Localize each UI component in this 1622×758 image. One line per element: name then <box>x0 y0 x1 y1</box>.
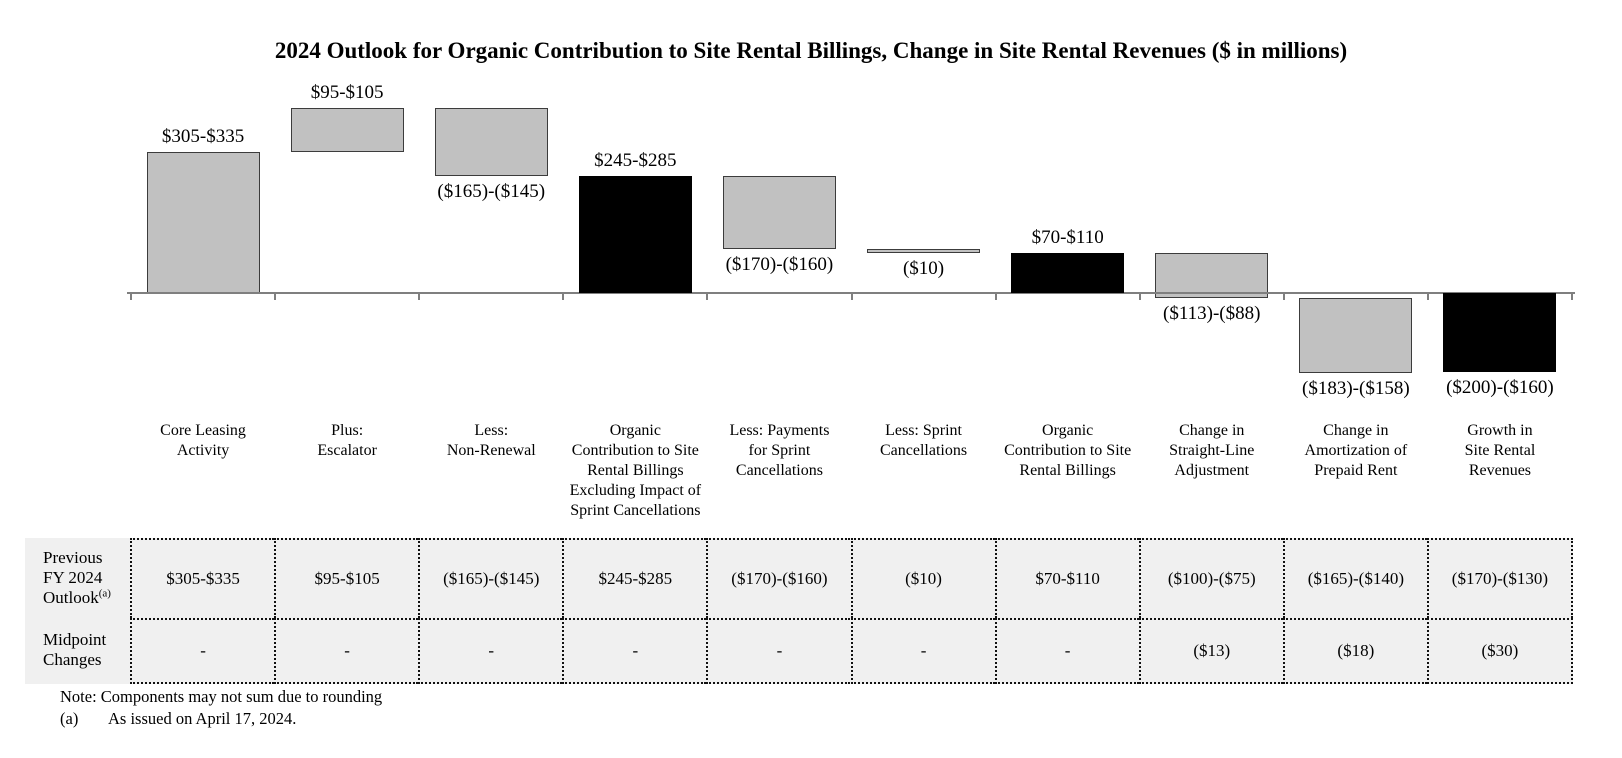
bar-value-label: $245-$285 <box>594 150 677 172</box>
table-cell: - <box>130 618 275 684</box>
table-row-header: Previous FY 2024 Outlook(a) <box>25 538 130 618</box>
table-cell: $70-$110 <box>994 538 1139 618</box>
axis-tick <box>562 292 565 300</box>
table-cell: - <box>562 618 707 684</box>
table-cell: ($165)-($140) <box>1282 538 1427 618</box>
table-cell: ($100)-($75) <box>1138 538 1283 618</box>
bar-value-label: ($10) <box>902 258 945 280</box>
axis-tick <box>994 292 997 300</box>
axis-tick <box>274 292 277 300</box>
category-label: Change in Straight-Line Adjustment <box>1169 422 1255 479</box>
table-cell: - <box>706 618 851 684</box>
bar-value-label: ($113)-($88) <box>1163 302 1261 324</box>
footnote-text: As issued on April 17, 2024. <box>108 709 297 728</box>
table-cell: $245-$285 <box>562 538 707 618</box>
category-label: Less: Non-Renewal <box>446 422 536 459</box>
row-header-line: Midpoint <box>43 630 107 649</box>
footnote-line: (a) As issued on April 17, 2024. <box>60 709 382 729</box>
waterfall-bar-10 <box>1443 293 1557 373</box>
category-label: Plus: Escalator <box>317 422 377 459</box>
waterfall-bar-9 <box>1299 297 1413 373</box>
axis-tick <box>1571 292 1573 300</box>
table-cell: $305-$335 <box>130 538 275 618</box>
row-header-line: Outlook(a) <box>43 587 111 607</box>
row-header-line: FY 2024 <box>43 568 103 587</box>
waterfall-bar-3 <box>434 108 548 177</box>
x-axis <box>127 292 1575 294</box>
row-header-line: Changes <box>43 650 102 669</box>
table-cell: - <box>418 618 563 684</box>
row-header-line: Previous <box>43 548 103 567</box>
waterfall-bar-5 <box>722 176 836 249</box>
table-cell: ($30) <box>1426 618 1573 684</box>
footnote-reference: (a) <box>98 587 111 600</box>
bar-value-label: ($200)-($160) <box>1446 377 1554 399</box>
axis-tick <box>1282 292 1285 300</box>
table-cell: - <box>994 618 1139 684</box>
waterfall-bar-6 <box>867 249 981 254</box>
table-cell: $95-$105 <box>274 538 419 618</box>
notes-block: Note: Components may not sum due to roun… <box>60 687 382 729</box>
bar-value-label: $95-$105 <box>310 82 384 104</box>
category-label: Growth in Site Rental Revenues <box>1464 422 1536 479</box>
category-label: Change in Amortization of Prepaid Rent <box>1304 422 1408 479</box>
axis-tick <box>850 292 853 300</box>
bar-value-label: ($183)-($158) <box>1302 377 1410 399</box>
bar-value-label: $70-$110 <box>1031 227 1104 249</box>
waterfall-bar-4 <box>578 176 692 293</box>
table-cell: ($13) <box>1138 618 1283 684</box>
category-label: Less: Sprint Cancellations <box>880 422 968 459</box>
axis-tick <box>130 292 132 300</box>
category-label: Less: Payments for Sprint Cancellations <box>729 422 830 479</box>
table-cell: ($170)-($130) <box>1426 538 1573 618</box>
category-label: Core Leasing Activity <box>160 422 246 459</box>
axis-tick <box>706 292 709 300</box>
footnote-marker: (a) <box>60 709 79 728</box>
bar-value-label: ($165)-($145) <box>437 181 546 203</box>
table-cell: ($18) <box>1282 618 1427 684</box>
waterfall-bar-7 <box>1011 253 1125 293</box>
table-cell: ($10) <box>850 538 995 618</box>
axis-tick <box>1426 292 1429 300</box>
table-cell: ($165)-($145) <box>418 538 563 618</box>
waterfall-bar-2 <box>290 108 404 153</box>
table-row-header: Midpoint Changes <box>25 618 130 682</box>
waterfall-bar-8 <box>1155 253 1269 298</box>
axis-tick <box>418 292 421 300</box>
table-cell: - <box>850 618 995 684</box>
note-line: Note: Components may not sum due to roun… <box>60 687 383 706</box>
table-cell: - <box>274 618 419 684</box>
axis-tick <box>1138 292 1141 300</box>
bar-value-label: ($170)-($160) <box>725 254 834 275</box>
bar-value-label: $305-$335 <box>161 126 245 148</box>
table-cell: ($170)-($160) <box>706 538 851 618</box>
chart-title: 2024 Outlook for Organic Contribution to… <box>274 38 1348 63</box>
category-label: Organic Contribution to Site Rental Bill… <box>1004 422 1132 479</box>
table-background <box>25 538 1573 684</box>
category-label: Organic Contribution to Site Rental Bill… <box>569 422 702 519</box>
waterfall-bar-1 <box>146 152 260 293</box>
